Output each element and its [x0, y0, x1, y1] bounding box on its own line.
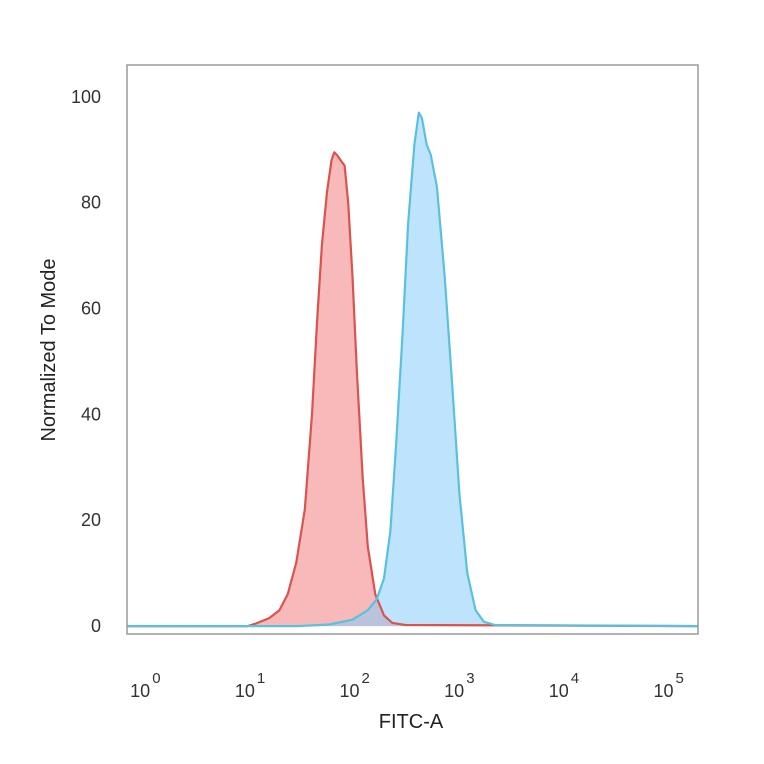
- y-tick-label: 100: [71, 87, 101, 107]
- x-tick-base: 10: [339, 681, 359, 701]
- series-2-line: [127, 111, 699, 628]
- series-layer: [127, 111, 699, 628]
- x-tick-label: 101: [235, 670, 265, 701]
- y-tick-label: 60: [81, 299, 101, 319]
- y-axis-title: Normalized To Mode: [38, 258, 60, 441]
- x-tick-exponent: 4: [571, 670, 579, 687]
- x-tick-exponent: 1: [257, 670, 265, 687]
- x-tick-exponent: 2: [362, 670, 370, 687]
- x-tick-base: 10: [235, 681, 255, 701]
- x-tick-base: 10: [444, 681, 464, 701]
- plot-frame: [126, 64, 699, 635]
- x-tick-label: 105: [653, 670, 683, 701]
- x-tick-label: 100: [130, 670, 160, 701]
- y-tick-label: 20: [81, 510, 101, 530]
- y-axis-ticks: 0 20 40 60 80 100: [71, 87, 101, 636]
- x-tick-base: 10: [653, 681, 673, 701]
- series-1-line: [127, 151, 699, 628]
- x-tick-exponent: 0: [152, 670, 160, 687]
- x-tick-base: 10: [130, 681, 150, 701]
- x-tick-exponent: 5: [676, 670, 684, 687]
- x-tick-label: 102: [339, 670, 369, 701]
- x-tick-exponent: 3: [466, 670, 474, 687]
- x-tick-label: 103: [444, 670, 474, 701]
- x-axis-title: FITC-A: [379, 711, 444, 733]
- y-tick-label: 80: [81, 193, 101, 213]
- series-2-area: [127, 112, 698, 627]
- x-tick-label: 104: [549, 670, 579, 701]
- y-tick-label: 40: [81, 404, 101, 424]
- y-tick-label: 0: [91, 616, 101, 636]
- x-tick-base: 10: [549, 681, 569, 701]
